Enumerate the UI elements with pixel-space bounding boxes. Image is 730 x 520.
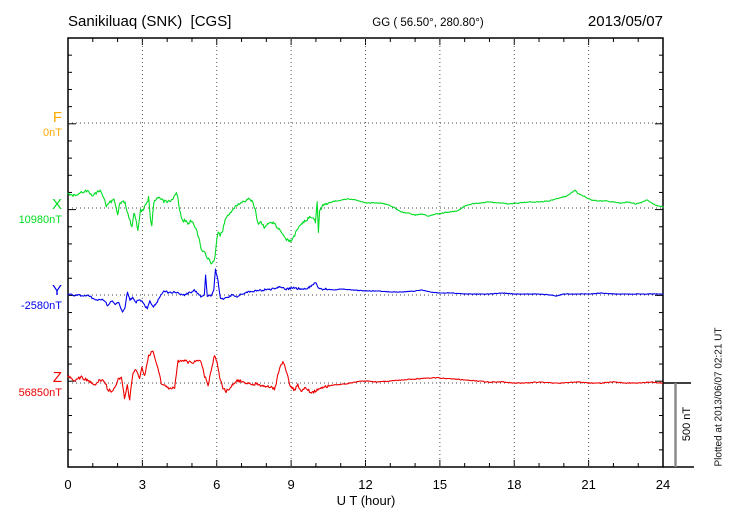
- component-letter-f: F: [52, 109, 62, 126]
- component-label-block-y: Y -2580nT: [0, 281, 62, 313]
- x-tick-label: 24: [655, 477, 671, 492]
- x-tick-label: 3: [138, 477, 146, 492]
- component-label-block-x: X 10980nT: [0, 195, 62, 227]
- component-label-block-f: F 0nT: [0, 108, 62, 140]
- x-tick-label: 18: [507, 477, 522, 492]
- component-offset-z: 56850nT: [18, 387, 62, 399]
- x-tick-label: 21: [581, 477, 596, 492]
- component-offset-f: 0nT: [43, 127, 62, 139]
- component-offset-y: -2580nT: [21, 300, 62, 312]
- x-axis-title: U T (hour): [336, 493, 396, 508]
- component-letter-z: Z: [52, 369, 62, 386]
- component-letter-y: Y: [51, 282, 62, 299]
- component-offset-x: 10980nT: [18, 214, 62, 226]
- component-letter-x: X: [51, 196, 62, 213]
- x-tick-label: 9: [287, 477, 295, 492]
- component-label-block-z: Z 56850nT: [0, 368, 62, 400]
- scale-bar-label: 500 nT: [681, 406, 693, 442]
- geo-coordinates-label: GG ( 56.50°, 280.80°): [372, 17, 484, 29]
- x-tick-label: 0: [64, 477, 72, 492]
- plot-date: 2013/05/07: [587, 13, 663, 30]
- plotted-timestamp-note: Plotted at 2013/06/07 02:21 UT: [713, 327, 725, 467]
- x-tick-label: 15: [432, 477, 448, 492]
- x-tick-label: 6: [213, 477, 221, 492]
- station-title: Sanikiluaq (SNK) [CGS]: [68, 13, 232, 30]
- x-tick-label: 12: [358, 477, 373, 492]
